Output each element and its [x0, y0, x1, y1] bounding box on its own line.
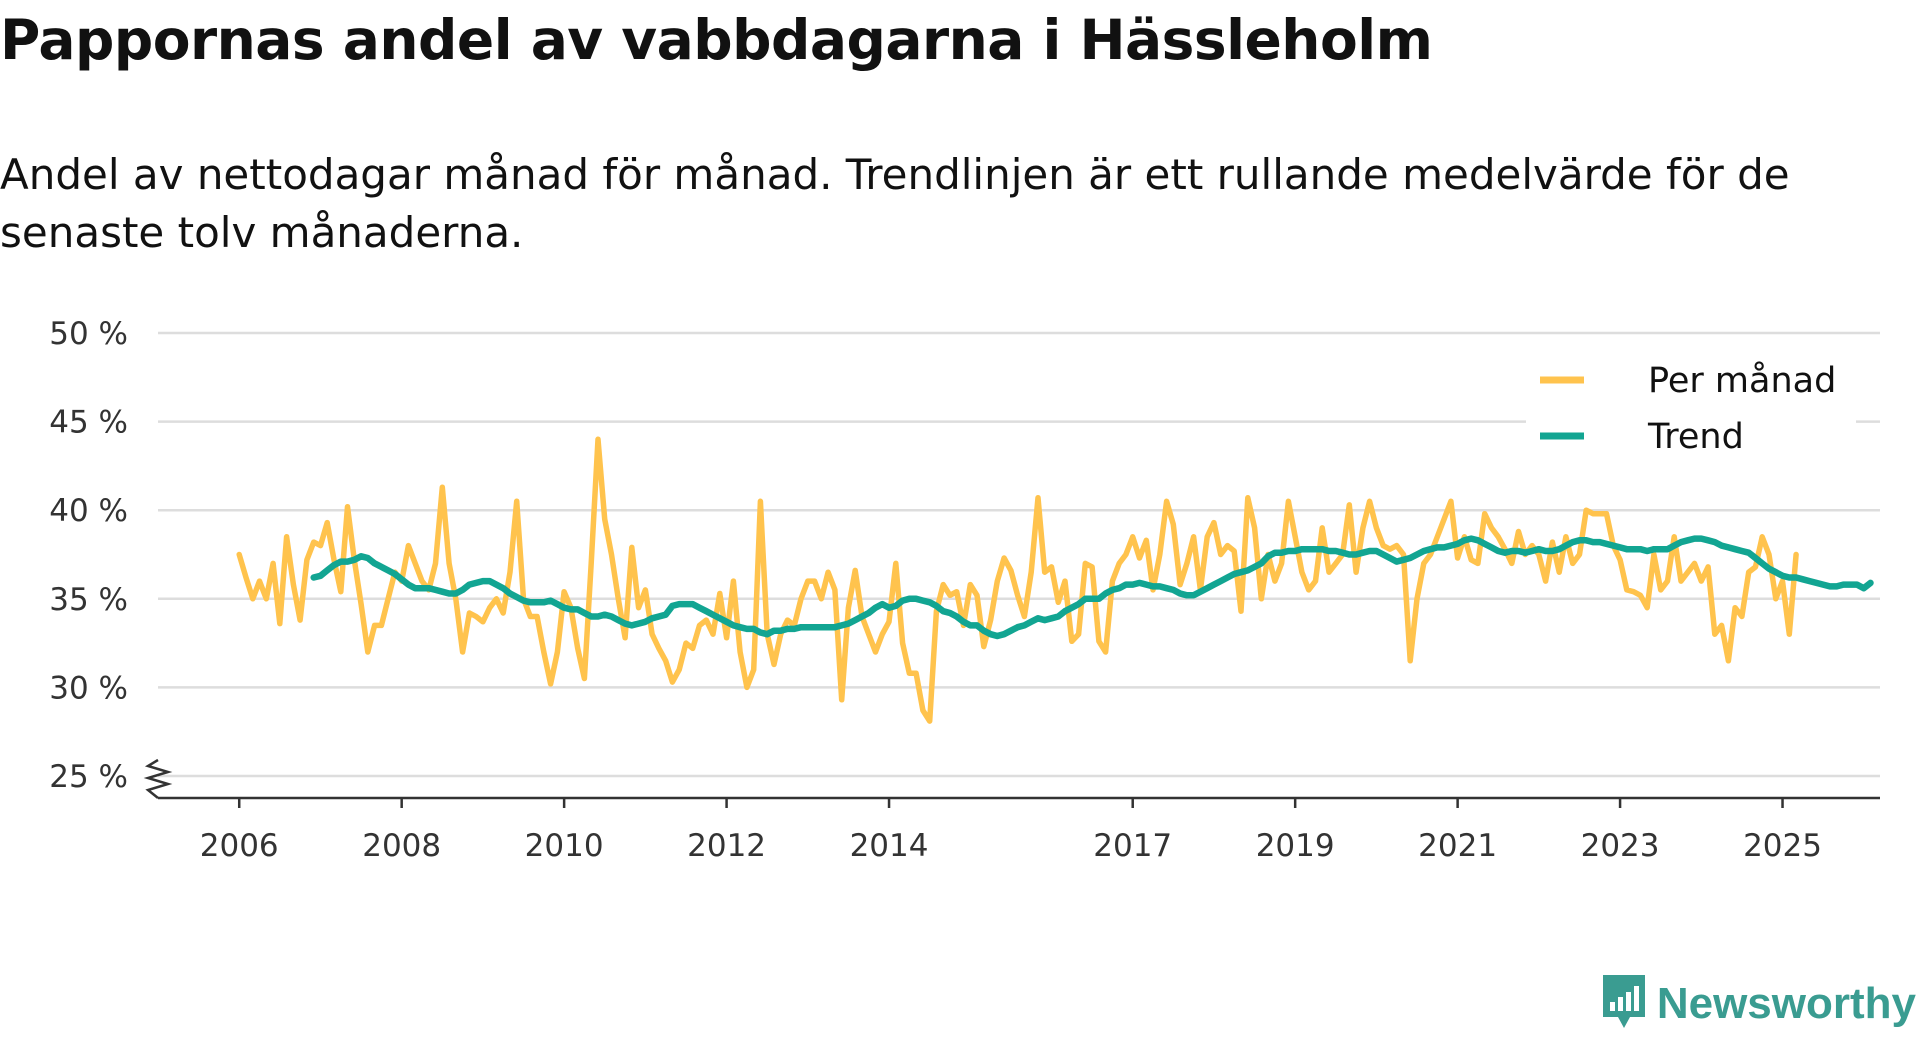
- y-tick-label: 25 %: [49, 759, 128, 795]
- axis-break-icon: [143, 758, 173, 799]
- legend: Per månad Trend: [1526, 356, 1856, 464]
- x-tick-label: 2017: [1093, 828, 1172, 864]
- x-tick-label: 2021: [1418, 828, 1497, 864]
- series-lines: [236, 436, 1874, 724]
- legend-label-trend: Trend: [1647, 417, 1744, 457]
- series-line-trend: [310, 535, 1874, 640]
- x-tick-label: 2010: [525, 828, 604, 864]
- x-tick-label: 2019: [1256, 828, 1335, 864]
- y-axis-ticks: 25 % 30 % 35 % 40 % 45 % 50 %: [49, 316, 128, 795]
- series-line-per-manad: [236, 436, 1799, 724]
- x-tick-label: 2012: [687, 828, 766, 864]
- brand-name: Newsworthy: [1656, 979, 1916, 1028]
- x-tick-label: 2014: [850, 828, 929, 864]
- newsworthy-logo-icon: [1599, 972, 1649, 1036]
- chart-title: Pappornas andel av vabbdagarna i Hässleh…: [0, 8, 1433, 72]
- chart-subtitle: Andel av nettodagar månad för månad. Tre…: [0, 150, 1790, 257]
- x-tick-label: 2025: [1743, 828, 1822, 864]
- y-tick-label: 50 %: [49, 316, 128, 352]
- y-tick-label: 35 %: [49, 582, 128, 618]
- x-tick-label: 2006: [200, 828, 279, 864]
- legend-background: [1526, 356, 1856, 464]
- newsworthy-brand: Newsworthy: [1599, 974, 1916, 1034]
- y-tick-label: 45 %: [49, 405, 128, 441]
- y-tick-label: 30 %: [49, 670, 128, 706]
- x-tick-label: 2008: [362, 828, 441, 864]
- x-tick-label: 2023: [1581, 828, 1660, 864]
- x-axis-ticks: 2006 2008 2010 2012 2014 2017 2019 2021 2023 2025: [200, 798, 1822, 864]
- y-tick-label: 40 %: [49, 493, 128, 529]
- legend-label-per-manad: Per månad: [1648, 360, 1836, 401]
